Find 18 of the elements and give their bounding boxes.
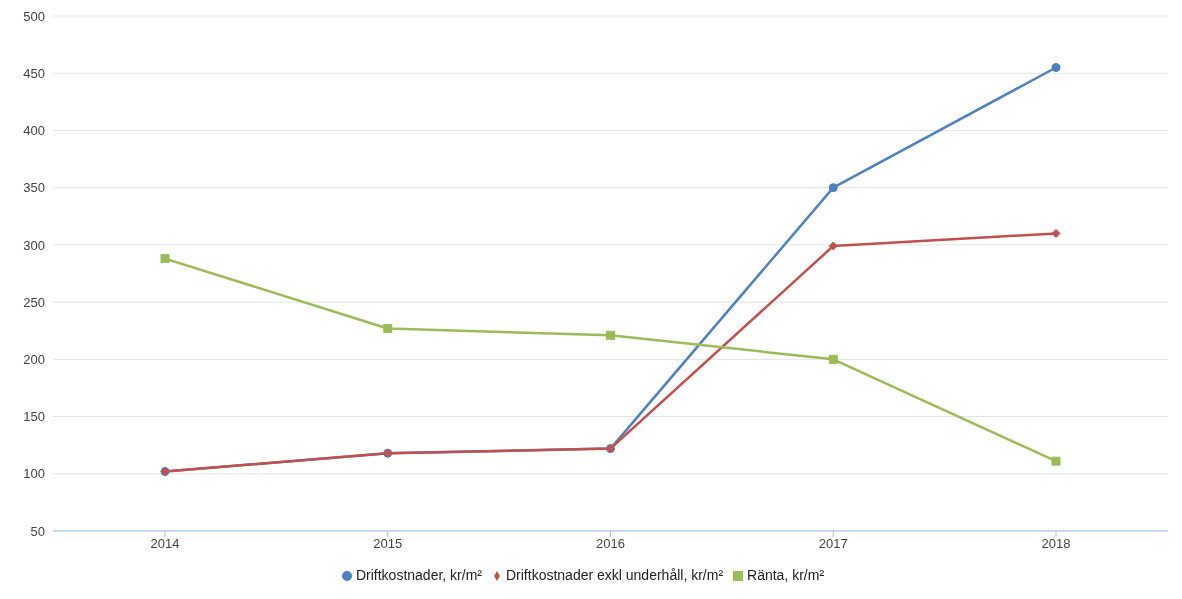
y-tick-label: 500 [23, 8, 45, 24]
y-tick-label: 250 [23, 294, 45, 310]
y-tick-label: 300 [23, 237, 45, 253]
x-tick-label: 2015 [373, 536, 403, 552]
legend-label: Driftkostnader, kr/m² [355, 567, 482, 583]
y-tick-label: 150 [23, 409, 45, 425]
y-tick-label: 400 [23, 123, 45, 139]
y-tick-label: 200 [23, 351, 45, 367]
x-tick-label: 2014 [150, 536, 180, 552]
x-tick-label: 2017 [818, 536, 848, 552]
x-tick-label: 2018 [1041, 536, 1071, 552]
y-tick-label: 350 [23, 180, 45, 196]
x-tick-label: 2016 [596, 536, 625, 552]
legend-label: Driftkostnader exkl underhåll, kr/m² [505, 567, 724, 583]
y-tick-label: 450 [23, 65, 45, 81]
y-tick-label: 50 [30, 523, 45, 539]
legend-label: Ränta, kr/m² [747, 567, 825, 583]
y-tick-label: 100 [23, 466, 45, 482]
